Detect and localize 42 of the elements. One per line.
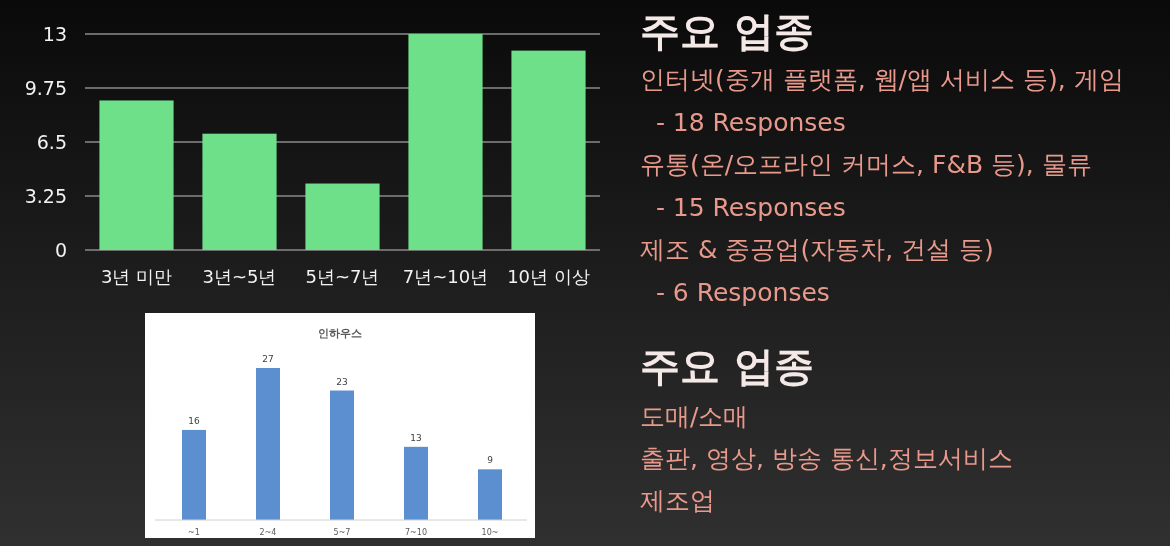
x-tick-label: 3년~5년 xyxy=(202,266,277,287)
text: 도매/소매 xyxy=(640,402,749,431)
bar xyxy=(404,446,428,520)
text: 주요 업종 xyxy=(640,8,814,54)
x-tick-label: ~1 xyxy=(188,528,200,537)
x-tick-label: 10~ xyxy=(481,528,499,537)
text: 인터넷(중개 플랫폼, 웹/앱 서비스 등), 게임 xyxy=(640,65,1124,94)
text: 제조 & 중공업(자동차, 건설 등) xyxy=(640,235,994,264)
data-label: 9 xyxy=(487,455,494,466)
bar xyxy=(478,469,502,520)
bar xyxy=(511,50,586,250)
y-tick-label: 3.25 xyxy=(24,185,67,207)
data-label: 23 xyxy=(336,376,348,387)
bar xyxy=(330,390,354,520)
bar xyxy=(305,183,380,250)
text: - 6 Responses xyxy=(640,277,830,307)
text: 주요 업종 xyxy=(640,343,814,389)
x-tick-label: 3년 미만 xyxy=(100,266,173,287)
y-tick-label: 6.5 xyxy=(36,131,67,153)
bar xyxy=(256,368,280,520)
bar xyxy=(202,133,277,250)
bar xyxy=(408,34,483,250)
bar xyxy=(99,100,174,250)
chart-title: 인하우스 xyxy=(318,327,362,340)
bar xyxy=(182,429,206,520)
y-tick-label: 9.75 xyxy=(24,77,67,99)
x-tick-label: 5년~7년 xyxy=(305,266,380,287)
data-label: 27 xyxy=(262,354,274,364)
text: 유통(온/오프라인 커머스, F&B 등), 물류 xyxy=(640,150,1092,179)
x-tick-label: 2~4 xyxy=(259,528,277,537)
text: - 18 Responses xyxy=(640,107,846,137)
x-tick-label: 5~7 xyxy=(333,528,351,537)
y-tick-label: 0 xyxy=(54,239,67,261)
x-tick-label: 7~10 xyxy=(405,528,427,537)
text: - 15 Responses xyxy=(640,192,846,222)
x-tick-label: 10년 이상 xyxy=(507,266,590,287)
data-label: 13 xyxy=(410,432,422,443)
data-label: 16 xyxy=(188,415,200,426)
text: 제조업 xyxy=(640,486,715,515)
text: 출판, 영상, 방송 통신,정보서비스 xyxy=(640,444,1013,473)
x-tick-label: 7년~10년 xyxy=(402,266,489,287)
y-tick-label: 13 xyxy=(42,23,67,45)
